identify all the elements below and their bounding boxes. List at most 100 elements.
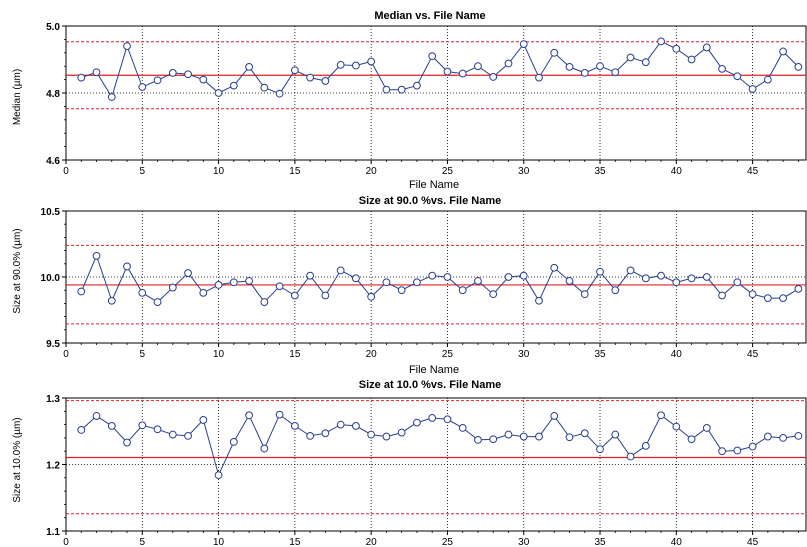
y-axis-label: Size at 10.0% (µm) [12, 417, 23, 502]
data-point [611, 286, 620, 295]
data-point [428, 52, 437, 61]
x-tick-label: 30 [518, 537, 530, 547]
data-point [77, 73, 86, 82]
x-tick-label: 40 [671, 166, 683, 177]
data-point [748, 290, 757, 299]
data-point [550, 263, 559, 272]
x-tick-label: 0 [63, 537, 69, 547]
data-point [580, 429, 589, 438]
y-tick-label: 4.8 [46, 89, 60, 100]
x-tick-label: 10 [213, 349, 225, 360]
data-point [535, 296, 543, 305]
data-point [504, 273, 513, 281]
data-point [489, 73, 498, 81]
data-point [229, 81, 238, 90]
data-point [611, 68, 620, 77]
data-point [565, 62, 574, 71]
data-point [275, 282, 284, 291]
series-line [81, 40, 799, 99]
data-point [168, 69, 177, 77]
data-point [763, 75, 772, 84]
data-point [458, 69, 467, 78]
chart-title: Median vs. File Name [374, 10, 485, 22]
x-tick-label: 10 [213, 166, 225, 177]
data-point [382, 85, 391, 94]
data-point [138, 288, 147, 297]
data-point [245, 62, 253, 71]
data-point [397, 286, 406, 295]
x-tick-label: 25 [442, 349, 454, 360]
data-point [779, 294, 788, 303]
data-point [245, 411, 253, 420]
data-point [626, 53, 635, 62]
data-point [199, 288, 208, 297]
data-point [229, 278, 238, 287]
data-point [275, 410, 284, 419]
data-point [107, 296, 116, 305]
data-point [260, 298, 269, 306]
data-point [290, 291, 299, 300]
data-point [733, 72, 742, 81]
data-point [702, 424, 711, 432]
data-point [458, 286, 467, 295]
x-tick-label: 10 [213, 537, 225, 547]
data-point [260, 444, 269, 453]
data-point [535, 432, 543, 441]
x-tick-label: 15 [289, 537, 301, 547]
data-point [550, 412, 559, 420]
data-point [382, 432, 391, 441]
data-point [153, 425, 162, 434]
data-point [672, 278, 681, 287]
data-point [474, 277, 482, 285]
data-point [489, 290, 498, 299]
data-point [428, 414, 437, 422]
data-point [687, 55, 696, 64]
data-point [748, 442, 757, 451]
data-point [504, 430, 513, 439]
data-point [443, 273, 452, 281]
data-point [733, 446, 742, 455]
data-point [657, 37, 665, 46]
chart-title: Size at 10.0 %vs. File Name [359, 379, 501, 391]
data-point [367, 57, 376, 66]
data-point [245, 277, 253, 285]
x-tick-label: 35 [594, 349, 606, 360]
y-tick-label: 1.2 [46, 461, 60, 472]
data-point [92, 251, 101, 260]
x-axis-label: File Name [409, 179, 459, 191]
data-point [672, 422, 681, 431]
data-point [657, 271, 665, 280]
data-point [92, 68, 101, 77]
data-point [260, 83, 269, 92]
data-point [306, 271, 315, 280]
size-10-chart: Size at 10.0 %vs. File Name Size at 10.0… [12, 379, 807, 547]
x-tick-label: 40 [671, 349, 683, 360]
y-tick-label: 9.5 [46, 339, 60, 350]
data-point [184, 269, 192, 277]
data-point [321, 429, 330, 438]
chart-title: Size at 90.0 %vs. File Name [359, 195, 501, 207]
data-point [229, 437, 238, 446]
y-tick-label: 5.0 [46, 22, 60, 33]
data-point [290, 422, 299, 430]
data-point [351, 422, 360, 430]
size-90-chart: Size at 90.0 %vs. File Name Size at 90.0… [12, 195, 807, 376]
data-point [596, 445, 604, 454]
data-point [123, 42, 131, 50]
data-point [367, 292, 376, 301]
data-point [596, 267, 604, 276]
data-point [779, 434, 788, 442]
x-tick-label: 5 [140, 349, 146, 360]
y-tick-label: 10.5 [41, 207, 61, 218]
y-tick-label: 10.0 [41, 273, 61, 284]
data-point [413, 418, 421, 427]
x-tick-label: 35 [594, 537, 606, 547]
x-axis-label: File Name [409, 364, 459, 376]
x-tick-label: 20 [366, 349, 378, 360]
data-point [519, 271, 528, 280]
data-point [351, 274, 360, 283]
data-point [168, 283, 177, 292]
x-tick-label: 5 [140, 166, 146, 177]
data-point [351, 61, 360, 70]
